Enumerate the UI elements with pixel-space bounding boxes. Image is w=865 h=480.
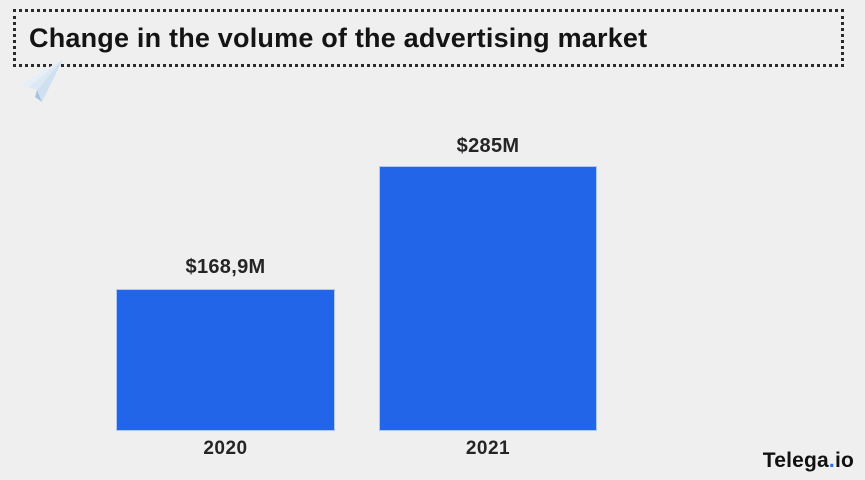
bar-value-label-2021: $285M [456,135,520,157]
logo-tld: io [834,449,854,472]
logo-name: Telega [762,449,829,472]
page-title: Change in the volume of the advertising … [29,22,648,53]
telega-logo: Telega.io [763,449,854,473]
title-box: Change in the volume of the advertising … [13,9,844,67]
logo-dot: . [828,449,835,472]
bar-2020 [117,290,334,430]
axis-label-2020: 2020 [203,438,248,459]
bar-2021 [380,167,596,430]
bar-value-label-2020: $168,9M [185,256,266,278]
axis-label-2021: 2021 [465,438,511,459]
paper-plane-icon [21,59,63,102]
